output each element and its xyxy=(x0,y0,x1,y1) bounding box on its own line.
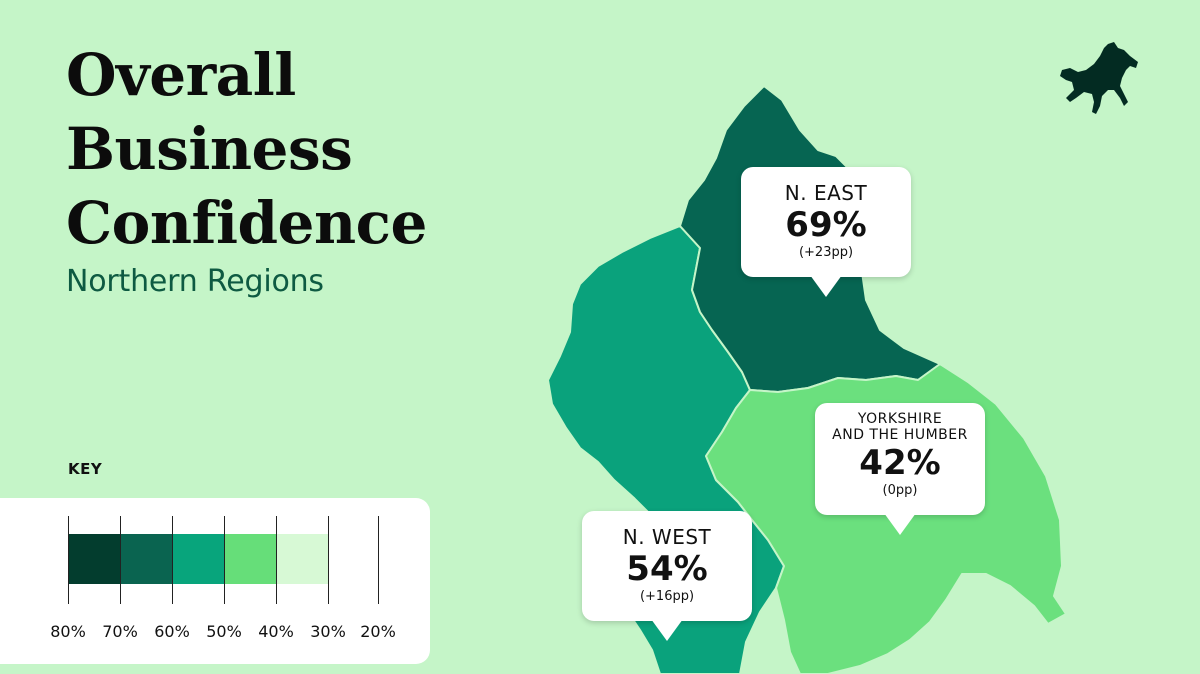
key-swatch-50-40 xyxy=(224,534,276,584)
key-tick xyxy=(328,516,329,604)
key-tick xyxy=(224,516,225,604)
key-swatch-80-70 xyxy=(68,534,120,584)
key-tick-label: 50% xyxy=(206,622,242,641)
key-tick-label: 20% xyxy=(360,622,396,641)
region-name-line2: AND THE HUMBER xyxy=(832,427,968,443)
region-name: N. EAST xyxy=(784,181,868,205)
region-name-line1: YORKSHIRE xyxy=(857,411,943,427)
key-scale xyxy=(68,516,379,604)
region-change: (0pp) xyxy=(882,483,918,498)
key-tick-label: 60% xyxy=(154,622,190,641)
region-callout-yorkshire: YORKSHIRE AND THE HUMBER 42% (0pp) xyxy=(815,403,985,535)
region-callout-north-east: N. EAST 69% (+23pp) xyxy=(741,167,911,297)
region-value: 54% xyxy=(626,549,708,589)
key-tick-label: 70% xyxy=(102,622,138,641)
key-tick xyxy=(68,516,69,604)
region-change: (+23pp) xyxy=(798,245,854,260)
key-tick-label: 30% xyxy=(310,622,346,641)
key-tick-label: 40% xyxy=(258,622,294,641)
region-value: 42% xyxy=(859,443,941,483)
key-label: KEY xyxy=(68,460,103,478)
key-tick xyxy=(378,516,379,604)
black-horse-icon xyxy=(1060,42,1138,114)
key-swatch-70-60 xyxy=(120,534,172,584)
page-subtitle: Northern Regions xyxy=(66,264,324,299)
region-change: (+16pp) xyxy=(639,589,695,604)
page-title: Overall Business Confidence xyxy=(66,41,427,257)
key-tick xyxy=(120,516,121,604)
key-tick-label: 80% xyxy=(50,622,86,641)
region-value: 69% xyxy=(785,205,867,245)
region-callout-north-west: N. WEST 54% (+16pp) xyxy=(582,511,752,641)
region-name: N. WEST xyxy=(622,525,712,549)
key-swatch-40-30 xyxy=(276,534,328,584)
key-tick xyxy=(276,516,277,604)
key-swatch-60-50 xyxy=(172,534,224,584)
key-tick xyxy=(172,516,173,604)
